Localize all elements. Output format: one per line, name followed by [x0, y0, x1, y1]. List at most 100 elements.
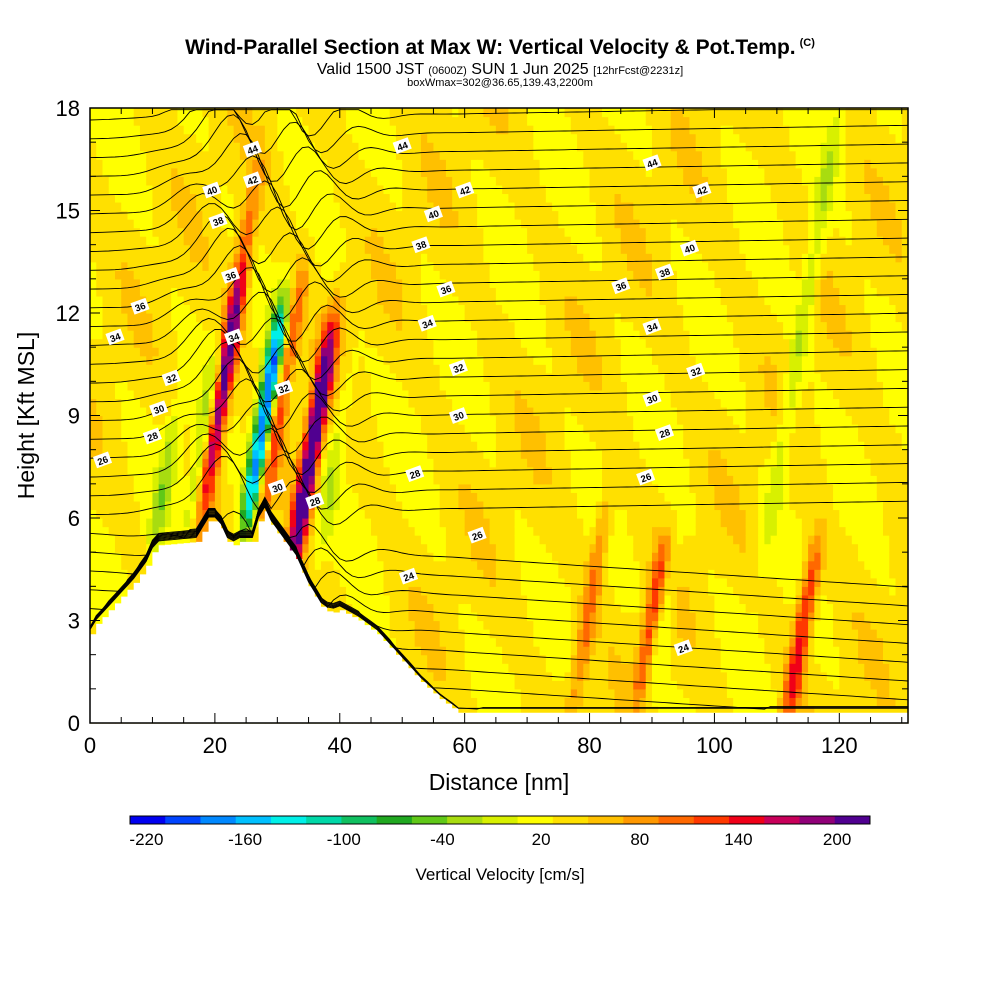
theta-contour-line — [89, 114, 909, 185]
colorbar-tick-label: 20 — [532, 830, 551, 849]
colorbar-swatch — [729, 816, 765, 824]
colorbar-swatch — [306, 816, 342, 824]
colorbar: -220 -160 -100 -40 20 80 140 200 — [129, 815, 871, 849]
contour-label: 40 — [679, 239, 700, 256]
colorbar-swatch — [658, 816, 695, 824]
colorbar-swatch — [235, 816, 272, 824]
chart-title-text: Wind-Parallel Section at Max W: Vertical… — [185, 36, 796, 59]
theta-contour-line — [89, 291, 909, 363]
colorbar-tick-label: 80 — [630, 830, 649, 849]
contour-label: 44 — [642, 154, 662, 171]
contour-label: 38 — [208, 212, 228, 229]
contour-label: 42 — [242, 171, 262, 188]
contour-label: 38 — [411, 236, 431, 253]
theta-contour-line — [89, 456, 909, 526]
contour-label: 30 — [267, 478, 287, 496]
contour-label: 24 — [398, 567, 419, 584]
valid-date: SUN 1 Jun 2025 — [471, 61, 589, 78]
colorbar-swatch — [341, 816, 378, 824]
contour-label: 44 — [392, 137, 412, 154]
contour-label: 28 — [654, 424, 675, 441]
copyright-mark: (C) — [799, 37, 815, 49]
theta-contour-line — [89, 227, 909, 298]
contour-label: 42 — [692, 181, 712, 198]
x-tick-label: 20 — [203, 733, 227, 758]
colorbar-tick-label: 200 — [823, 830, 851, 849]
colorbar-swatch — [376, 816, 413, 824]
contour-label: 34 — [642, 318, 662, 335]
y-axis-label: Height [Kft MSL] — [13, 332, 39, 499]
theta-contour-line — [89, 133, 909, 208]
theta-contours — [89, 109, 909, 710]
y-tick-label: 6 — [68, 506, 80, 531]
y-tick-label: 9 — [68, 404, 80, 429]
contour-label: 26 — [636, 468, 656, 485]
contour-label: 44 — [242, 140, 262, 157]
theta-contour-line — [89, 203, 909, 267]
contour-label: 28 — [142, 427, 162, 444]
y-tick-label: 18 — [56, 96, 80, 121]
theta-contour-line — [89, 341, 909, 412]
theta-contour-line — [89, 378, 909, 455]
colorbar-swatch — [588, 816, 624, 824]
contour-label: 26 — [92, 451, 113, 468]
contour-label: 40 — [202, 181, 222, 198]
colorbar-swatch — [447, 816, 483, 824]
theta-contour-line — [89, 427, 909, 493]
contour-label: 26 — [467, 526, 487, 543]
terrain-mask — [90, 511, 908, 723]
contour-label: 32 — [448, 359, 468, 376]
contour-label: 36 — [220, 267, 241, 284]
theta-contour-line — [89, 443, 909, 510]
colorbar-tick-label: -40 — [430, 830, 455, 849]
colorbar-tick-label: 140 — [724, 830, 752, 849]
colorbar-tick-label: -160 — [228, 830, 262, 849]
contour-label: 34 — [417, 314, 437, 332]
contour-label: 34 — [224, 328, 244, 345]
contour-label: 30 — [149, 400, 169, 417]
contour-label: 30 — [448, 407, 468, 424]
colorbar-swatch — [270, 816, 307, 824]
colorbar-swatch — [693, 816, 730, 824]
colorbar-tick-label: -100 — [327, 830, 361, 849]
forecast-info: [12hrFcst@2231z] — [593, 65, 684, 77]
theta-contour-line — [89, 497, 909, 588]
contour-label: 32 — [686, 362, 706, 379]
x-axis-label: Distance [nm] — [429, 769, 570, 795]
colorbar-swatch — [130, 816, 166, 824]
theta-contour-line — [89, 358, 909, 431]
valid-time-line: Valid 1500 JST (0600Z) SUN 1 Jun 2025 [1… — [0, 61, 1000, 79]
chart-title: Wind-Parallel Section at Max W: Vertical… — [0, 36, 1000, 60]
contour-label: 40 — [423, 205, 443, 222]
contour-label: 28 — [305, 492, 325, 509]
colorbar-swatch — [200, 816, 237, 824]
x-tick-label: 40 — [328, 733, 352, 758]
valid-zulu: (0600Z) — [428, 65, 467, 77]
theta-contour-line — [89, 245, 909, 319]
colorbar-swatch — [764, 816, 801, 824]
theta-contour-line — [89, 109, 908, 137]
x-tick-label: 80 — [577, 733, 601, 758]
theta-contour-line — [89, 155, 909, 231]
contour-label: 32 — [161, 369, 181, 386]
contour-label: 36 — [130, 297, 150, 315]
colorbar-swatch — [165, 816, 201, 824]
x-tick-label: 0 — [84, 733, 96, 758]
theta-contour-line — [89, 402, 909, 476]
theta-contour-labels: 2628303234363840424436343230284442403836… — [92, 137, 712, 656]
contour-label: 34 — [105, 328, 125, 345]
x-tick-label: 100 — [696, 733, 733, 758]
contour-label: 36 — [436, 280, 456, 297]
y-tick-label: 0 — [68, 711, 80, 736]
colorbar-swatch — [517, 816, 554, 824]
colorbar-swatch — [552, 816, 589, 824]
colorbar-frame — [129, 815, 871, 825]
colorbar-swatch — [411, 816, 448, 824]
valid-prefix: Valid 1500 JST — [316, 61, 424, 78]
contour-label: 32 — [274, 379, 294, 397]
colorbar-tick-label: -220 — [129, 830, 163, 849]
contour-label: 38 — [654, 263, 675, 280]
contour-label: 28 — [405, 465, 425, 482]
